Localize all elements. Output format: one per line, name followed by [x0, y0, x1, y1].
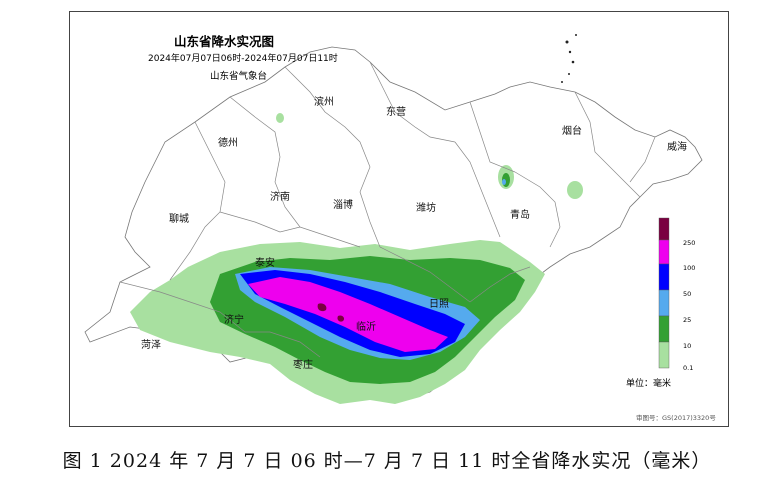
city-label-linyi: 临沂 — [356, 322, 376, 333]
map-frame: 山东省降水实况图 2024年07月07日06时-2024年07月07日11时 山… — [69, 11, 729, 427]
map-subtitle: 2024年07月07日06时-2024年07月07日11时 — [148, 54, 338, 64]
legend-bar — [658, 217, 670, 369]
rain-area-250mm — [317, 303, 327, 312]
rain-area-250mm — [337, 315, 345, 322]
city-label-weihai: 威海 — [667, 142, 687, 153]
city-label-qingdao: 青岛 — [510, 210, 530, 221]
city-label-binzhou: 滨州 — [314, 97, 334, 108]
shandong-map — [84, 34, 703, 404]
review-number: 审图号：GS(2017)3320号 — [636, 414, 716, 422]
city-label-zibo: 淄博 — [333, 200, 353, 211]
city-label-jinan: 济南 — [270, 192, 290, 203]
city-label-liaocheng: 聊城 — [169, 214, 189, 225]
city-label-weifang: 潍坊 — [416, 203, 436, 214]
rain-spot — [502, 179, 506, 185]
legend-tick-25: 25 — [683, 316, 692, 324]
legend-tick-10: 10 — [683, 342, 692, 350]
rain-area-100mm — [248, 277, 448, 352]
figure-caption: 图 1 2024 年 7 月 7 日 06 时—7 月 7 日 11 时全省降水… — [62, 450, 712, 472]
city-boundaries — [119, 61, 656, 358]
map-issuer: 山东省气象台 — [210, 71, 268, 82]
legend-tick-250: 250 — [683, 239, 696, 247]
city-label-yantai: 烟台 — [562, 126, 582, 137]
city-label-taian: 泰安 — [255, 258, 275, 269]
legend-tick-100: 100 — [683, 264, 696, 272]
islands — [561, 34, 577, 83]
city-label-dongying: 东营 — [386, 107, 406, 118]
map-title: 山东省降水实况图 — [174, 34, 275, 49]
legend-tick-50: 50 — [683, 290, 692, 298]
city-label-heze: 菏泽 — [141, 340, 161, 351]
city-label-rizhao: 日照 — [429, 299, 449, 310]
legend-tick-0-1: 0.1 — [683, 364, 694, 372]
rain-spot — [567, 181, 583, 199]
city-label-dezhou: 德州 — [218, 138, 238, 149]
rain-spot — [276, 113, 284, 123]
city-label-jining: 济宁 — [224, 315, 244, 326]
city-label-zaozhuang: 枣庄 — [293, 360, 313, 371]
legend-unit: 单位：毫米 — [626, 379, 672, 389]
